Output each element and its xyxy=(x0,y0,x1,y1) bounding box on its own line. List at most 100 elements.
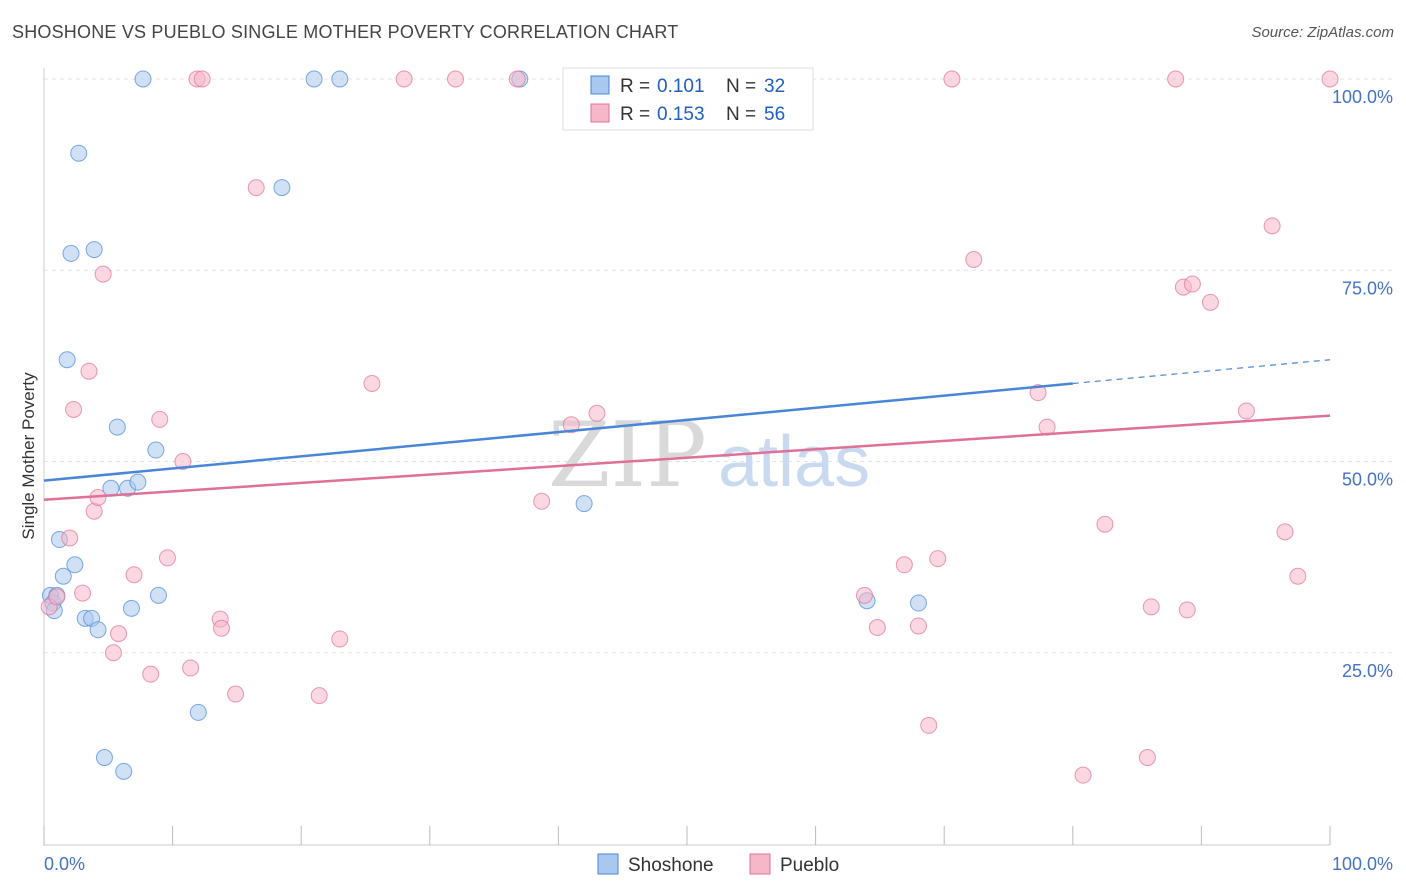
point-pueblo xyxy=(1167,70,1185,88)
grid-lines xyxy=(44,78,1392,654)
point-pueblo xyxy=(227,685,245,703)
point-pueblo xyxy=(895,556,913,574)
point-pueblo xyxy=(1096,515,1114,533)
point-shoshone xyxy=(129,473,147,491)
point-shoshone xyxy=(122,599,140,617)
legend-r-label: R = xyxy=(620,104,650,125)
point-pueblo xyxy=(447,70,465,88)
point-pueblo xyxy=(1178,601,1196,619)
legend-swatch-shoshone xyxy=(597,853,619,875)
point-pueblo xyxy=(1138,749,1156,767)
point-pueblo xyxy=(1142,598,1160,616)
point-shoshone xyxy=(273,179,291,197)
point-shoshone xyxy=(909,594,927,612)
legend-n-label: N = xyxy=(726,104,756,125)
trend-line-pueblo xyxy=(43,414,1331,501)
point-pueblo xyxy=(104,644,122,662)
point-shoshone xyxy=(62,244,80,262)
point-pueblo xyxy=(80,362,98,380)
point-pueblo xyxy=(142,665,160,683)
point-pueblo xyxy=(74,584,92,602)
point-pueblo xyxy=(94,265,112,283)
legend-r-value: 0.101 xyxy=(657,76,705,97)
point-pueblo xyxy=(1029,384,1047,402)
point-pueblo xyxy=(508,70,526,88)
point-pueblo xyxy=(65,400,83,418)
point-pueblo xyxy=(943,70,961,88)
point-pueblo xyxy=(855,586,873,604)
legend-r-value: 0.153 xyxy=(657,104,705,125)
axes xyxy=(43,68,1331,846)
legend-label-shoshone: Shoshone xyxy=(628,855,714,876)
chart-title: SHOSHONE VS PUEBLO SINGLE MOTHER POVERTY… xyxy=(12,22,679,42)
point-pueblo xyxy=(182,659,200,677)
point-pueblo xyxy=(212,619,230,637)
x-tick-label-min: 0.0% xyxy=(44,854,85,874)
legend-r-label: R = xyxy=(620,76,650,97)
point-shoshone xyxy=(58,351,76,369)
legend-swatch-pueblo xyxy=(590,103,610,123)
legend-n-value: 32 xyxy=(764,76,785,97)
point-pueblo xyxy=(48,588,66,606)
point-shoshone xyxy=(108,418,126,436)
point-shoshone xyxy=(66,556,84,574)
y-tick-label: 25.0% xyxy=(1342,661,1393,681)
point-shoshone xyxy=(575,495,593,513)
point-pueblo xyxy=(395,70,413,88)
point-pueblo xyxy=(562,416,580,434)
point-shoshone xyxy=(134,70,152,88)
watermark-atlas: atlas xyxy=(718,422,870,502)
y-tick-label: 75.0% xyxy=(1342,278,1393,298)
trend-line-shoshone xyxy=(43,382,1073,482)
point-pueblo xyxy=(1321,70,1339,88)
point-pueblo xyxy=(1263,217,1281,235)
point-pueblo xyxy=(588,404,606,422)
point-shoshone xyxy=(115,762,133,780)
point-shoshone xyxy=(89,621,107,639)
point-pueblo xyxy=(533,492,551,510)
y-axis-title: Single Mother Poverty xyxy=(19,372,38,540)
point-pueblo xyxy=(965,251,983,269)
x-tick-label-max: 100.0% xyxy=(1332,854,1393,874)
source-label: Source: ZipAtlas.com xyxy=(1251,24,1394,41)
series-legend: Shoshone Pueblo xyxy=(597,853,839,876)
legend-n-value: 56 xyxy=(764,104,785,125)
point-pueblo xyxy=(61,529,79,547)
point-pueblo xyxy=(174,453,192,470)
legend-n-label: N = xyxy=(726,76,756,97)
point-pueblo xyxy=(158,549,176,567)
point-pueblo xyxy=(151,410,169,428)
point-shoshone xyxy=(85,241,103,259)
point-pueblo xyxy=(909,617,927,635)
legend-label-pueblo: Pueblo xyxy=(780,855,839,876)
point-pueblo xyxy=(193,70,211,88)
point-pueblo xyxy=(868,619,886,637)
point-pueblo xyxy=(363,374,381,392)
point-shoshone xyxy=(189,703,207,721)
point-pueblo xyxy=(331,630,349,648)
point-pueblo xyxy=(1183,275,1201,293)
y-tick-label: 100.0% xyxy=(1332,87,1393,107)
point-shoshone xyxy=(147,441,165,459)
point-shoshone xyxy=(95,749,113,767)
point-pueblo xyxy=(247,179,265,197)
point-pueblo xyxy=(110,625,128,643)
legend-swatch-shoshone xyxy=(590,75,610,95)
point-shoshone xyxy=(331,70,349,88)
trend-extension-shoshone xyxy=(1072,359,1331,385)
point-shoshone xyxy=(149,586,167,604)
point-pueblo xyxy=(125,566,143,584)
point-pueblo xyxy=(1289,567,1307,585)
data-points xyxy=(40,70,1339,784)
correlation-legend: R = 0.101 N = 32 R = 0.153 N = 56 xyxy=(562,67,814,131)
point-pueblo xyxy=(929,550,947,568)
point-shoshone xyxy=(305,70,323,88)
point-pueblo xyxy=(1074,766,1092,784)
point-shoshone xyxy=(70,144,88,162)
point-pueblo xyxy=(310,687,328,705)
point-pueblo xyxy=(1237,402,1255,420)
point-pueblo xyxy=(1201,293,1219,311)
y-tick-labels: 25.0% 50.0% 75.0% 100.0% xyxy=(1332,87,1393,681)
y-tick-label: 50.0% xyxy=(1342,470,1393,490)
